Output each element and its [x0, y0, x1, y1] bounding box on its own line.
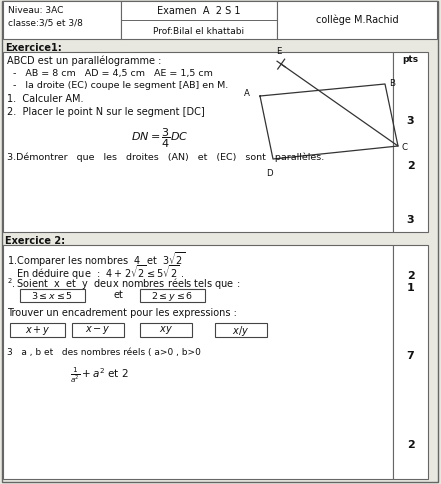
Text: $x/y$: $x/y$ [232, 323, 250, 337]
Text: D: D [265, 168, 272, 178]
Text: classe:3/5 et 3/8: classe:3/5 et 3/8 [8, 18, 83, 27]
Text: 2: 2 [407, 161, 415, 171]
Text: $xy$: $xy$ [159, 323, 173, 335]
Text: A: A [244, 90, 250, 98]
Text: 2: 2 [407, 439, 415, 449]
Text: 1: 1 [407, 283, 415, 292]
Text: $^2.$Soient  x  et  y  deux nombres réels tels que :: $^2.$Soient x et y deux nombres réels te… [7, 275, 240, 291]
Bar [72, 323, 124, 337]
Bar [3, 53, 393, 232]
Text: E: E [277, 47, 282, 56]
Bar [140, 323, 192, 337]
Text: $\frac{1}{a^2} + a^2$ et 2: $\frac{1}{a^2} + a^2$ et 2 [70, 364, 129, 384]
Bar [215, 323, 267, 337]
Text: 7: 7 [407, 350, 415, 360]
Bar [3, 245, 393, 479]
Text: Trouver un encadrement pour les expressions :: Trouver un encadrement pour les expressi… [7, 307, 237, 318]
Bar [10, 323, 65, 337]
Bar [393, 245, 428, 479]
Text: 1.Comparer les nombres  4  et  $3\sqrt{2}$: 1.Comparer les nombres 4 et $3\sqrt{2}$ [7, 249, 185, 268]
Text: -   la droite (EC) coupe le segment [AB] en M.: - la droite (EC) coupe le segment [AB] e… [7, 81, 228, 90]
Text: Exercice 2:: Exercice 2: [5, 236, 65, 245]
Text: $x + y$: $x + y$ [25, 323, 50, 336]
Text: 3: 3 [407, 214, 414, 225]
Bar [3, 2, 121, 40]
Text: $3 \leq x \leq 5$: $3 \leq x \leq 5$ [31, 289, 73, 301]
Bar [121, 2, 277, 40]
Text: ABCD est un parallélogramme :: ABCD est un parallélogramme : [7, 56, 161, 66]
Text: $DN = \dfrac{3}{4}DC$: $DN = \dfrac{3}{4}DC$ [131, 127, 189, 150]
Text: collège M.Rachid: collège M.Rachid [316, 15, 398, 25]
Text: $x-y$: $x-y$ [85, 323, 111, 335]
Bar [20, 289, 85, 302]
Text: B: B [389, 78, 395, 87]
Text: Prof:Bilal el khattabi: Prof:Bilal el khattabi [153, 27, 245, 36]
Text: 1.  Calculer AM.: 1. Calculer AM. [7, 94, 83, 104]
Text: 3.Démontrer   que   les   droites   (AN)   et   (EC)   sont   parallèles.: 3.Démontrer que les droites (AN) et (EC)… [7, 152, 324, 162]
Text: 2: 2 [407, 271, 415, 280]
Text: et: et [113, 289, 123, 300]
Bar [277, 2, 437, 40]
Text: 3: 3 [407, 116, 414, 126]
Text: 3   a , b et   des nombres réels ( a>0 , b>0: 3 a , b et des nombres réels ( a>0 , b>0 [7, 348, 201, 356]
Text: Exercice1:: Exercice1: [5, 43, 62, 53]
Text: Examen  A  2 S 1: Examen A 2 S 1 [157, 6, 241, 16]
Text: En déduire que  :  $4 + 2\sqrt{2} \leq 5\sqrt{2}$ .: En déduire que : $4 + 2\sqrt{2} \leq 5\s… [16, 262, 185, 281]
Text: C: C [402, 142, 408, 151]
Text: $2 \leq y \leq 6$: $2 \leq y \leq 6$ [151, 289, 193, 302]
Text: Niveau: 3AC: Niveau: 3AC [8, 6, 64, 15]
Text: -   AB = 8 cm   AD = 4,5 cm   AE = 1,5 cm: - AB = 8 cm AD = 4,5 cm AE = 1,5 cm [7, 69, 213, 78]
Bar [140, 289, 205, 302]
Text: 2.  Placer le point N sur le segment [DC]: 2. Placer le point N sur le segment [DC] [7, 107, 205, 117]
Text: pts: pts [403, 55, 419, 64]
Bar [393, 53, 428, 232]
